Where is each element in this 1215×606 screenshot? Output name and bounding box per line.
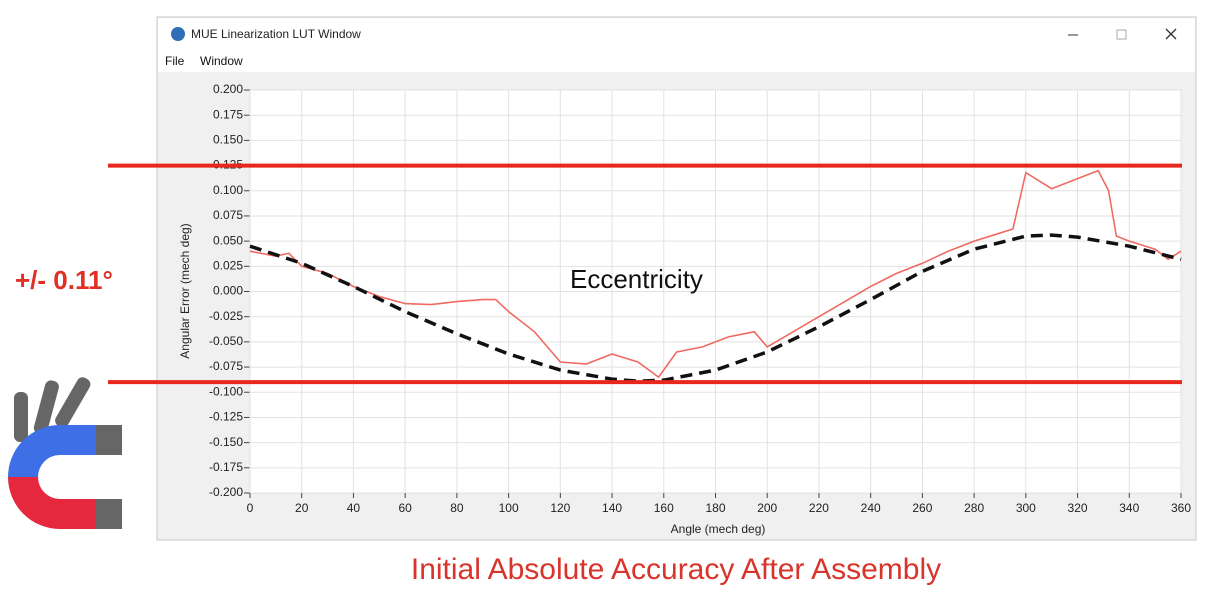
y-tick-label: -0.200 [209, 485, 243, 499]
x-axis-label: Angle (mech deg) [671, 522, 766, 536]
y-tick-label: -0.150 [209, 435, 243, 449]
x-tick-label: 240 [861, 501, 881, 515]
y-tick-label: -0.175 [209, 460, 243, 474]
y-tick-label: 0.000 [213, 284, 243, 298]
menu-item[interactable]: File [165, 54, 185, 68]
y-tick-label: 0.050 [213, 233, 243, 247]
menu-item[interactable]: Window [200, 54, 243, 68]
x-tick-label: 100 [499, 501, 519, 515]
y-tick-label: 0.200 [213, 82, 243, 96]
y-tick-label: -0.075 [209, 359, 243, 373]
x-tick-label: 120 [550, 501, 570, 515]
x-tick-label: 180 [705, 501, 725, 515]
y-tick-label: -0.050 [209, 334, 243, 348]
series-layer [249, 169, 1182, 383]
y-tick-label: 0.150 [213, 133, 243, 147]
x-tick-label: 220 [809, 501, 829, 515]
x-tick-label: 300 [1016, 501, 1036, 515]
y-tick-label: 0.025 [213, 258, 243, 272]
caption: Initial Absolute Accuracy After Assembly [411, 553, 941, 586]
series-line [249, 169, 1182, 379]
x-tick-label: 160 [654, 501, 674, 515]
x-tick-label: 20 [295, 501, 309, 515]
y-tick-label: -0.025 [209, 309, 243, 323]
y-tick-label: 0.175 [213, 107, 243, 121]
y-tick-label: -0.100 [209, 384, 243, 398]
window-title: MUE Linearization LUT Window [191, 27, 361, 41]
x-tick-label: 80 [450, 501, 464, 515]
close-button[interactable] [1165, 28, 1177, 40]
x-tick-label: 340 [1119, 501, 1139, 515]
x-tick-label: 40 [347, 501, 361, 515]
tolerance-label: +/- 0.11° [15, 265, 113, 295]
x-tick-label: 260 [912, 501, 932, 515]
x-tick-label: 0 [247, 501, 254, 515]
app-icon [171, 27, 185, 41]
x-tick-label: 200 [757, 501, 777, 515]
y-tick-label: 0.100 [213, 183, 243, 197]
y-tick-label: -0.125 [209, 410, 243, 424]
x-tick-label: 360 [1171, 501, 1191, 515]
grid [244, 89, 1182, 498]
x-tick-label: 280 [964, 501, 984, 515]
magnet-icon [8, 377, 122, 529]
y-axis-label: Angular Error (mech deg) [178, 223, 192, 358]
y-tick-label: 0.075 [213, 208, 243, 222]
title-bar [158, 18, 1195, 51]
menu-bar [158, 51, 1195, 72]
x-tick-label: 140 [602, 501, 622, 515]
x-tick-label: 320 [1068, 501, 1088, 515]
series-annotation: Eccentricity [570, 264, 703, 294]
maximize-button[interactable] [1116, 29, 1127, 40]
x-tick-label: 60 [398, 501, 412, 515]
